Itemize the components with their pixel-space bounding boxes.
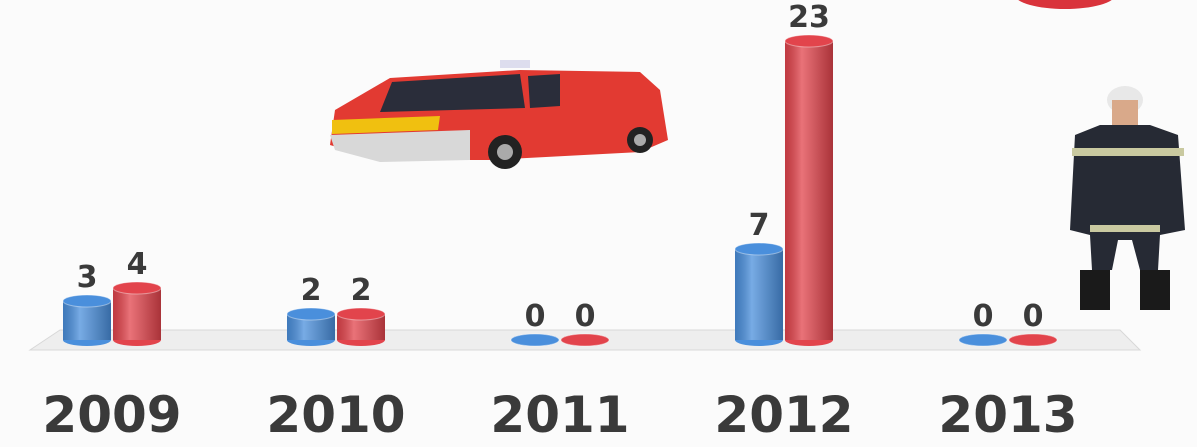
value-label: 0 [1023, 299, 1044, 334]
bar-cap [62, 294, 112, 308]
x-tick-label: 2010 [266, 386, 405, 444]
value-label: 0 [575, 299, 596, 334]
value-label: 2 [301, 273, 322, 308]
bar-shade [113, 288, 161, 340]
x-tick-label: 2012 [714, 386, 853, 444]
value-label: 0 [973, 299, 994, 334]
value-label: 3 [77, 260, 98, 295]
x-tick-label: 2013 [938, 386, 1077, 444]
x-tick-label: 2009 [42, 386, 181, 444]
bar-cap [112, 281, 162, 295]
ambulance-illustration [330, 60, 668, 169]
bar-cap [958, 333, 1008, 347]
bar-shade [63, 301, 111, 340]
value-label: 7 [749, 208, 770, 243]
x-tick-label: 2011 [490, 386, 629, 444]
value-label: 4 [127, 247, 148, 282]
bar-cap [734, 242, 784, 256]
value-label: 23 [788, 0, 830, 35]
firefighter-illustration [1070, 86, 1185, 310]
bar-cap [336, 307, 386, 321]
value-label: 0 [525, 299, 546, 334]
bar-cap [784, 34, 834, 48]
bar-cap [510, 333, 560, 347]
bar-shade [785, 41, 833, 340]
value-label: 2 [351, 273, 372, 308]
bar-shade [735, 249, 783, 340]
decoration [1018, 0, 1112, 9]
bar-cap [560, 333, 610, 347]
bar-cap [1008, 333, 1058, 347]
bar-cap [286, 307, 336, 321]
